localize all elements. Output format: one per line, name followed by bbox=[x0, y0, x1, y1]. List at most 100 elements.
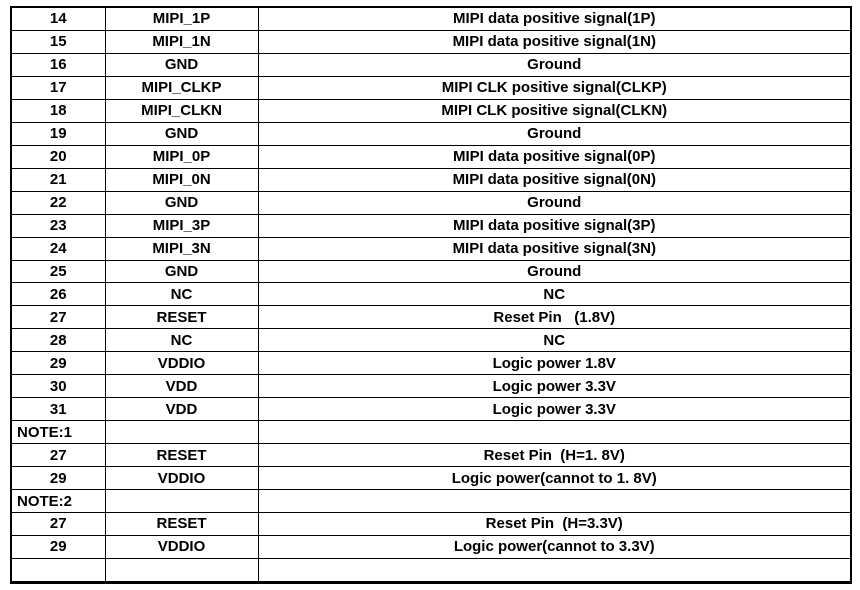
name-cell: VDD bbox=[104, 374, 259, 399]
pin-cell: 27 bbox=[10, 305, 106, 330]
table-row: 17 MIPI_CLKP MIPI CLK positive signal(CLKP… bbox=[10, 75, 852, 100]
name-cell: GND bbox=[104, 52, 259, 77]
table-row: 27 RESET Reset Pin (1.8V) bbox=[10, 305, 852, 330]
pin-cell: NOTE:2 bbox=[10, 489, 106, 513]
desc-cell: MIPI CLK positive signal(CLKN) bbox=[257, 98, 852, 123]
name-cell: MIPI_1N bbox=[104, 29, 259, 54]
table-row: 19 GND Ground bbox=[10, 121, 852, 146]
table-row: 14 MIPI_1P MIPI data positive signal(1P) bbox=[10, 6, 852, 31]
desc-cell: Reset Pin (H=1. 8V) bbox=[257, 443, 852, 468]
note-row: NOTE:1 bbox=[10, 420, 852, 445]
pin-cell: 22 bbox=[10, 190, 106, 215]
name-cell: VDDIO bbox=[104, 466, 259, 491]
desc-cell: Reset Pin (H=3.3V) bbox=[257, 511, 852, 536]
pin-cell: 30 bbox=[10, 374, 106, 399]
desc-cell bbox=[257, 420, 852, 445]
table-row: 16 GND Ground bbox=[10, 52, 852, 77]
name-cell bbox=[104, 420, 259, 445]
pin-cell: 23 bbox=[10, 213, 106, 238]
table-row: 27 RESET Reset Pin (H=1. 8V) bbox=[10, 443, 852, 468]
desc-cell: Logic power 3.3V bbox=[257, 397, 852, 422]
pin-cell: 24 bbox=[10, 236, 106, 261]
table-row: 30 VDD Logic power 3.3V bbox=[10, 374, 852, 399]
table-row: 26 NC NC bbox=[10, 282, 852, 307]
name-cell: MIPI_1P bbox=[104, 6, 259, 31]
desc-cell: Logic power(cannot to 1. 8V) bbox=[257, 466, 852, 491]
pin-table: 14 MIPI_1P MIPI data positive signal(1P) 15… bbox=[10, 6, 852, 584]
desc-cell: Ground bbox=[257, 190, 852, 215]
name-cell: RESET bbox=[104, 443, 259, 468]
name-cell: RESET bbox=[104, 305, 259, 330]
desc-cell: NC bbox=[257, 282, 852, 307]
desc-cell: MIPI data positive signal(0P) bbox=[257, 144, 852, 169]
name-cell bbox=[104, 557, 259, 584]
desc-cell: MIPI data positive signal(1N) bbox=[257, 29, 852, 54]
name-cell: GND bbox=[104, 121, 259, 146]
desc-cell: MIPI data positive signal(3N) bbox=[257, 236, 852, 261]
table-row: 25 GND Ground bbox=[10, 259, 852, 284]
table-row: 28 NC NC bbox=[10, 328, 852, 353]
desc-cell: Logic power 3.3V bbox=[257, 374, 852, 399]
desc-cell: MIPI data positive signal(0N) bbox=[257, 167, 852, 192]
pin-cell: 29 bbox=[10, 351, 106, 376]
name-cell: GND bbox=[104, 190, 259, 215]
table-row: 27 RESET Reset Pin (H=3.3V) bbox=[10, 511, 852, 536]
name-cell: RESET bbox=[104, 511, 259, 536]
pin-cell: 31 bbox=[10, 397, 106, 422]
pin-cell: 19 bbox=[10, 121, 106, 146]
table-row: 29 VDDIO Logic power 1.8V bbox=[10, 351, 852, 376]
pin-cell: 18 bbox=[10, 98, 106, 123]
desc-cell: Reset Pin (1.8V) bbox=[257, 305, 852, 330]
name-cell bbox=[104, 489, 259, 513]
pin-cell: 27 bbox=[10, 511, 106, 536]
table-row: 18 MIPI_CLKN MIPI CLK positive signal(CLKN… bbox=[10, 98, 852, 123]
table-row: 22 GND Ground bbox=[10, 190, 852, 215]
desc-cell: Ground bbox=[257, 259, 852, 284]
pin-cell: NOTE:1 bbox=[10, 420, 106, 445]
table-row: 21 MIPI_0N MIPI data positive signal(0N) bbox=[10, 167, 852, 192]
desc-cell bbox=[257, 557, 852, 584]
name-cell: MIPI_3P bbox=[104, 213, 259, 238]
desc-cell: NC bbox=[257, 328, 852, 353]
table-row: 23 MIPI_3P MIPI data positive signal(3P) bbox=[10, 213, 852, 238]
name-cell: MIPI_0P bbox=[104, 144, 259, 169]
name-cell: MIPI_CLKN bbox=[104, 98, 259, 123]
desc-cell: Ground bbox=[257, 121, 852, 146]
desc-cell: Logic power(cannot to 3.3V) bbox=[257, 534, 852, 559]
table-row: 29 VDDIO Logic power(cannot to 3.3V) bbox=[10, 534, 852, 559]
desc-cell: Ground bbox=[257, 52, 852, 77]
name-cell: GND bbox=[104, 259, 259, 284]
table-row: 29 VDDIO Logic power(cannot to 1. 8V) bbox=[10, 466, 852, 491]
pin-cell: 21 bbox=[10, 167, 106, 192]
name-cell: NC bbox=[104, 328, 259, 353]
table-row: 20 MIPI_0P MIPI data positive signal(0P) bbox=[10, 144, 852, 169]
pin-cell: 16 bbox=[10, 52, 106, 77]
desc-cell: MIPI data positive signal(3P) bbox=[257, 213, 852, 238]
desc-cell: Logic power 1.8V bbox=[257, 351, 852, 376]
name-cell: MIPI_3N bbox=[104, 236, 259, 261]
pin-cell: 15 bbox=[10, 29, 106, 54]
table-row: 31 VDD Logic power 3.3V bbox=[10, 397, 852, 422]
pin-cell bbox=[10, 557, 106, 584]
table-row: 15 MIPI_1N MIPI data positive signal(1N) bbox=[10, 29, 852, 54]
name-cell: NC bbox=[104, 282, 259, 307]
table-row: 24 MIPI_3N MIPI data positive signal(3N) bbox=[10, 236, 852, 261]
desc-cell bbox=[257, 489, 852, 513]
note-row: NOTE:2 bbox=[10, 489, 852, 513]
pin-cell: 14 bbox=[10, 6, 106, 31]
name-cell: VDD bbox=[104, 397, 259, 422]
pin-cell: 26 bbox=[10, 282, 106, 307]
desc-cell: MIPI data positive signal(1P) bbox=[257, 6, 852, 31]
pin-cell: 25 bbox=[10, 259, 106, 284]
pin-cell: 20 bbox=[10, 144, 106, 169]
name-cell: MIPI_0N bbox=[104, 167, 259, 192]
pin-cell: 28 bbox=[10, 328, 106, 353]
pin-cell: 29 bbox=[10, 534, 106, 559]
name-cell: VDDIO bbox=[104, 351, 259, 376]
name-cell: MIPI_CLKP bbox=[104, 75, 259, 100]
name-cell: VDDIO bbox=[104, 534, 259, 559]
desc-cell: MIPI CLK positive signal(CLKP) bbox=[257, 75, 852, 100]
pin-table-body: 14 MIPI_1P MIPI data positive signal(1P) 15… bbox=[10, 6, 852, 584]
pin-cell: 17 bbox=[10, 75, 106, 100]
